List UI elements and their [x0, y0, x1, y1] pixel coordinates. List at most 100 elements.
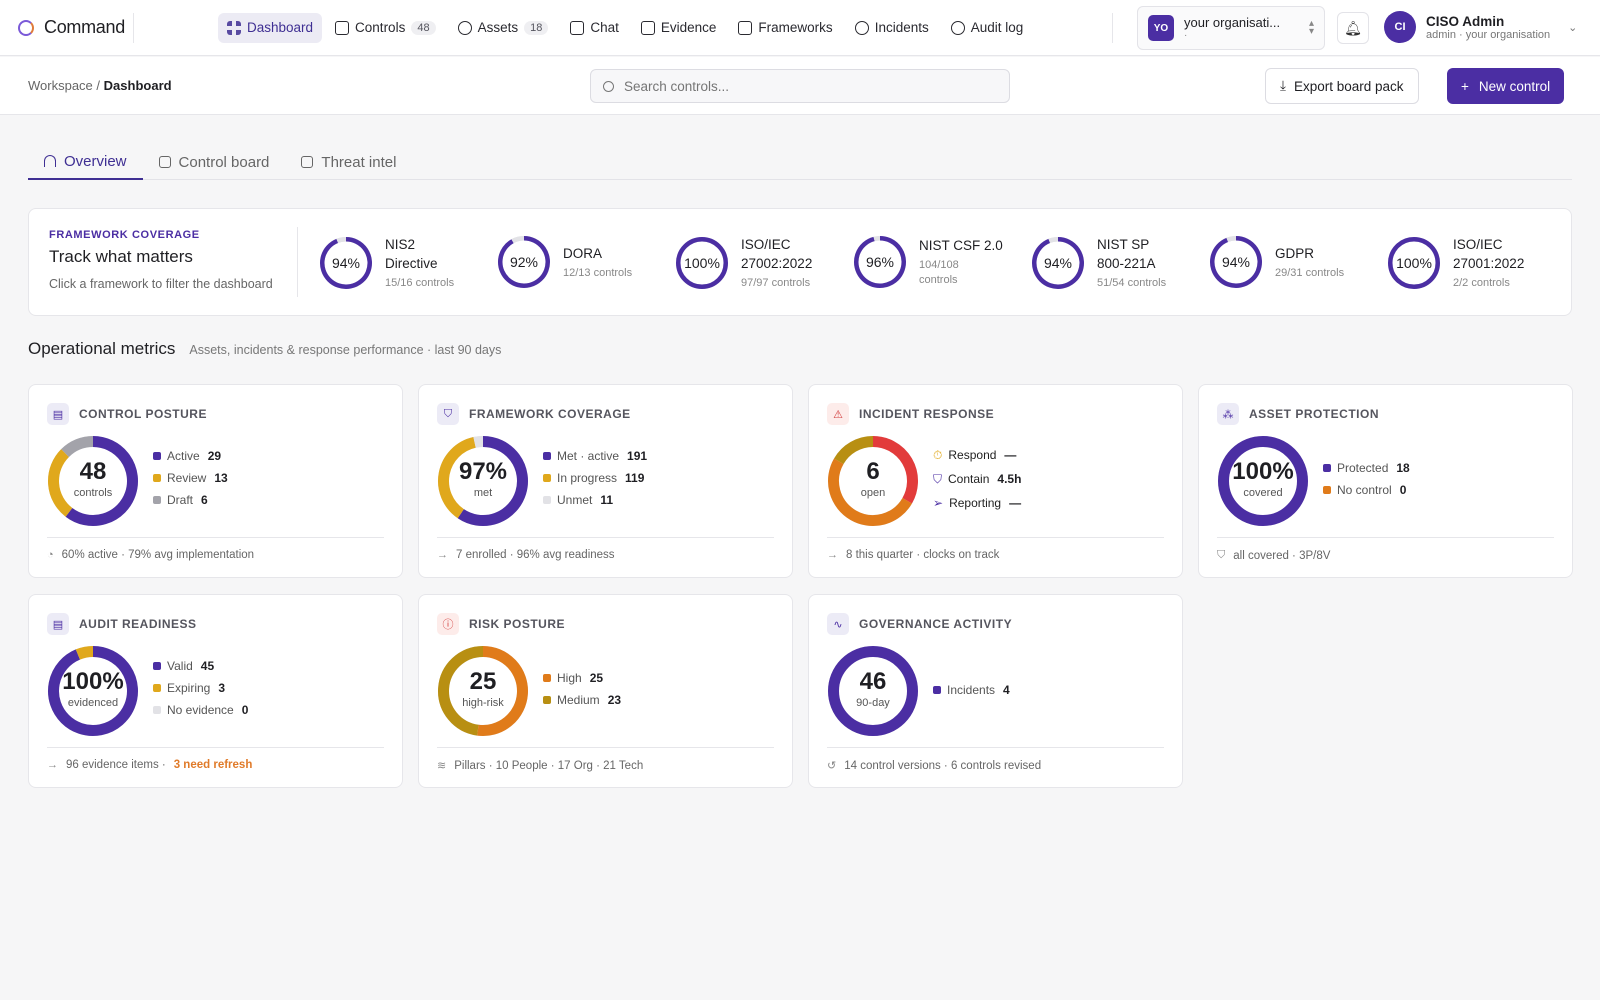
ring-svg — [48, 436, 138, 526]
framework-nist-sp[interactable]: 94% NIST SP 800-221A 51/54 controls — [1031, 235, 1166, 291]
incident-response-card[interactable]: ⚠︎ INCIDENT RESPONSE 6 open ⏱︎ Respond — ⛉… — [808, 384, 1183, 578]
legend: High 25 Medium 23 — [543, 667, 621, 711]
card-footer: → 8 this quarter · clocks on track — [827, 537, 1164, 561]
layers-icon: ≋ — [437, 760, 447, 772]
user-menu[interactable]: CI CISO Admin admin · your organisation … — [1384, 11, 1577, 43]
framework-iso-27001[interactable]: 100% ISO/IEC 27001:2022 2/2 controls — [1387, 235, 1524, 291]
framework-name: NIST CSF 2.0 — [919, 238, 1003, 253]
ring-segment — [511, 236, 525, 244]
gauge-icon: ◔ — [47, 549, 54, 561]
nav-item-evidence[interactable]: Evidence — [632, 13, 726, 43]
nav-item-dashboard[interactable]: Dashboard — [218, 12, 323, 43]
framework-iso-27002[interactable]: 100% ISO/IEC 27002:2022 97/97 controls — [675, 235, 812, 291]
nav-item-frameworks[interactable]: Frameworks — [729, 13, 841, 43]
divider — [297, 227, 298, 297]
framework-count: 12/13 controls — [563, 266, 633, 279]
framework-name: ISO/IEC — [741, 237, 791, 252]
framework-gdpr[interactable]: 94% GDPR 29/31 controls — [1209, 235, 1344, 289]
legend-swatch — [543, 496, 551, 504]
framework-dora[interactable]: 92% DORA 12/13 controls — [497, 235, 632, 289]
coverage-ring: 94% — [1209, 235, 1263, 289]
grid-icon — [227, 20, 241, 35]
nav-label: Controls — [355, 20, 406, 35]
section-title: Operational metrics — [28, 339, 176, 358]
legend: Active 29 Review 13 Draft 6 — [153, 445, 228, 511]
legend-swatch — [543, 474, 551, 482]
nav-label: Incidents — [874, 20, 929, 35]
legend-label: Draft — [167, 493, 194, 507]
framework-name: Directive — [385, 256, 438, 271]
asset-protection-card[interactable]: ⁂ ASSET PROTECTION 100% covered Protecte… — [1198, 384, 1573, 578]
coverage-ring: 96% — [853, 235, 907, 289]
count-badge: 18 — [524, 20, 549, 35]
ring-segment — [457, 436, 528, 526]
card-title: AUDIT READINESS — [79, 617, 197, 631]
dashboard-tabs: Overview Control board Threat intel — [28, 144, 1572, 180]
operational-metrics-heading: Operational metrics Assets, incidents & … — [28, 339, 501, 359]
ring-segment — [477, 646, 528, 736]
footer-text: Pillars · 10 People · 17 Org · 21 Tech — [454, 759, 644, 772]
ring-segment — [676, 237, 728, 289]
legend-value: 191 — [627, 449, 648, 463]
legend-label: Active — [167, 449, 200, 463]
nav-item-incidents[interactable]: Incidents — [846, 13, 938, 43]
notifications-button[interactable]: 🔔︎ — [1337, 12, 1369, 44]
nav-item-chat[interactable]: Chat — [561, 13, 628, 43]
legend-value: 0 — [1399, 483, 1407, 497]
nav-label: Audit log — [970, 20, 1024, 35]
framework-count: 2/2 controls — [1453, 277, 1510, 289]
tab-control-board[interactable]: Control board — [143, 144, 286, 180]
governance-activity-card[interactable]: ∿ GOVERNANCE ACTIVITY 46 90-day Incident… — [808, 594, 1183, 788]
breadcrumb-root[interactable]: Workspace — [28, 78, 93, 93]
legend-swatch — [543, 674, 551, 682]
audit-readiness-card[interactable]: ▤ AUDIT READINESS 100% evidenced Valid 45… — [28, 594, 403, 788]
new-control-button[interactable]: + New control — [1447, 68, 1565, 104]
donut-unit: controls — [73, 487, 113, 499]
siren-icon: ⚠︎ — [827, 403, 849, 425]
ring-segment — [473, 436, 484, 448]
coverage-percent: 94% — [1221, 254, 1251, 270]
nav-label: Frameworks — [758, 20, 833, 35]
brand[interactable]: Command — [0, 12, 134, 43]
legend-label: In progress — [557, 471, 618, 485]
tab-label: Threat intel — [321, 153, 397, 171]
framework-coverage-card[interactable]: ⛉ FRAMEWORK COVERAGE 97% met Met · activ… — [418, 384, 793, 578]
legend-item: Incidents 4 — [933, 679, 1010, 701]
legend-value: 25 — [589, 671, 604, 685]
donut-value: 46 — [859, 668, 887, 695]
button-label: New control — [1478, 78, 1551, 94]
ring-segment — [1226, 236, 1237, 243]
coverage-percent: 94% — [1043, 255, 1073, 271]
button-label: Export board pack — [1293, 78, 1404, 94]
nav-item-audit-log[interactable]: Audit log — [942, 13, 1033, 43]
export-board-pack-button[interactable]: ⤓ Export board pack — [1265, 68, 1419, 104]
nav-item-assets[interactable]: Assets 18 — [449, 13, 558, 43]
chat-icon — [570, 20, 585, 35]
control-posture-card[interactable]: ▤ CONTROL POSTURE 48 controls Active 29 R… — [28, 384, 403, 578]
legend-label: Protected — [1337, 461, 1389, 475]
shield-icon: ⛉ — [437, 403, 459, 425]
org-switcher[interactable]: YO your organisati... · ▴ ▾ — [1137, 6, 1325, 50]
framework-nis2[interactable]: 94% NIS2 Directive 15/16 controls — [319, 235, 454, 291]
framework-coverage-strip: FRAMEWORK COVERAGE Track what matters Cl… — [28, 208, 1572, 316]
ring-svg — [828, 646, 918, 736]
book-icon — [640, 20, 655, 35]
legend-label: Review — [167, 471, 207, 485]
framework-nist-csf[interactable]: 96% NIST CSF 2.0 104/108 controls — [853, 235, 1003, 289]
legend-item: Expiring 3 — [153, 677, 248, 699]
donut-value: 100% — [1232, 458, 1294, 485]
ring-svg — [1388, 237, 1440, 289]
response-clocks: ⏱︎ Respond — ⛉ Contain 4.5h ➢ Reporting — — [933, 443, 1021, 515]
tab-overview[interactable]: Overview — [28, 144, 143, 180]
refresh-warning[interactable]: 3 need refresh — [173, 759, 253, 771]
donut-value: 97% — [458, 458, 508, 485]
search-input[interactable] — [624, 78, 984, 94]
coverage-percent: 94% — [331, 255, 361, 271]
tab-threat-intel[interactable]: Threat intel — [285, 144, 412, 180]
risk-posture-card[interactable]: ⓘ RISK POSTURE 25 high-risk High 25 Mediu… — [418, 594, 793, 788]
arrow-right-icon: → — [437, 549, 448, 561]
nav-item-controls[interactable]: Controls 48 — [326, 13, 445, 43]
ring-segment — [320, 237, 372, 289]
ring-svg — [438, 436, 528, 526]
legend-label: Medium — [557, 693, 600, 707]
